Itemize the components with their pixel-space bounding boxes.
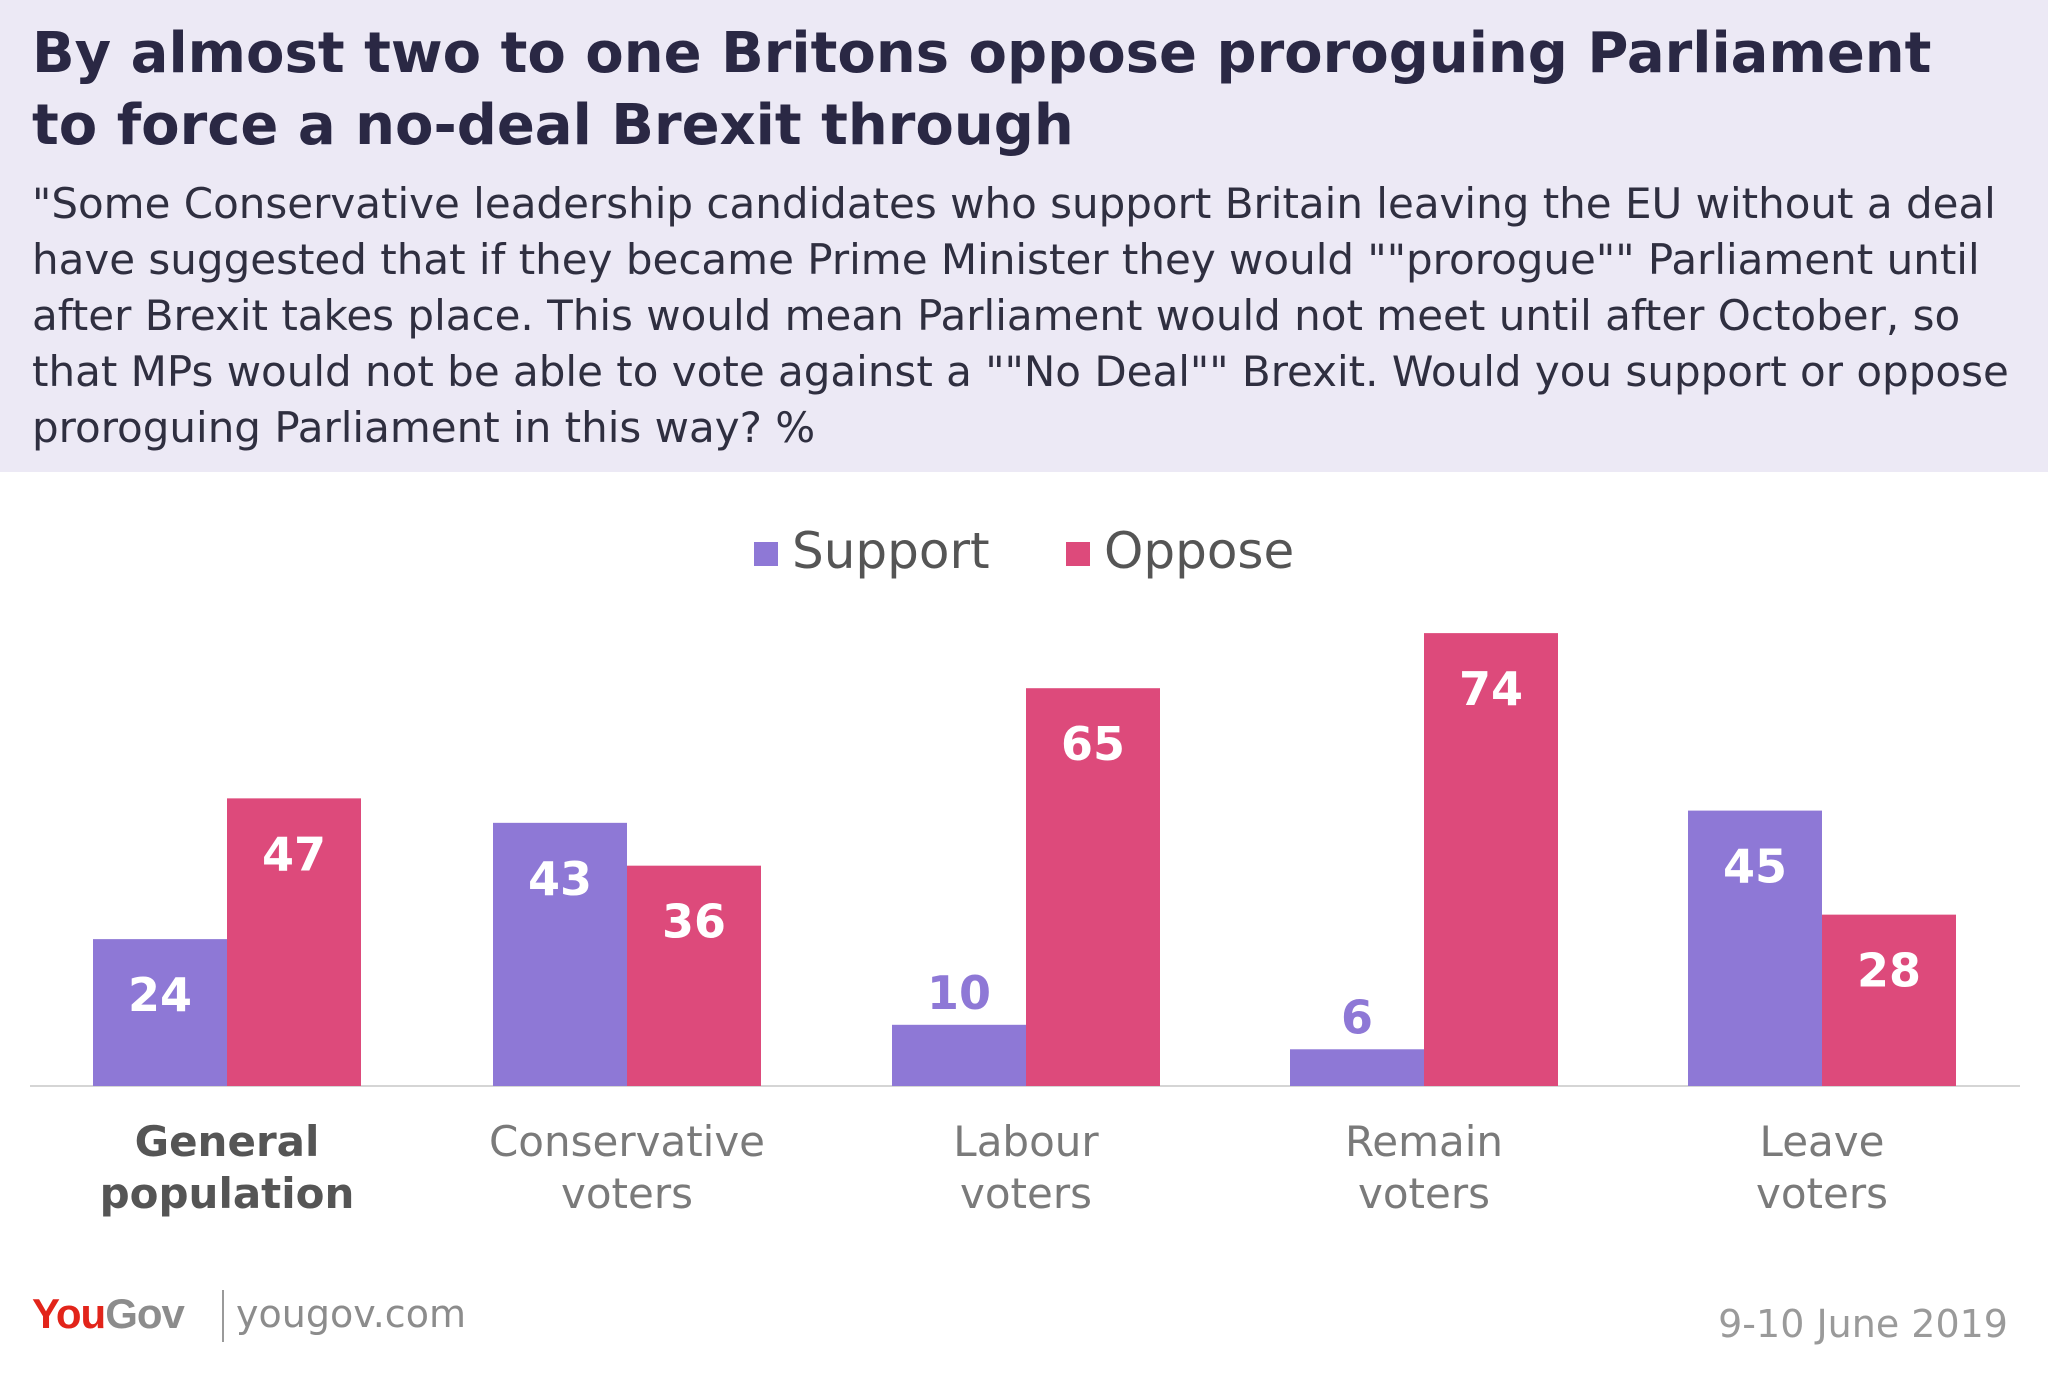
data-label-oppose-5: 28	[1857, 944, 1921, 998]
legend-swatch-support	[754, 542, 778, 566]
data-label-oppose-2: 36	[662, 895, 726, 949]
logo-you-text: You	[32, 1290, 106, 1337]
footer-divider	[222, 1290, 224, 1342]
bar-support-1	[93, 939, 227, 1086]
category-label-5-line1: Leave	[1760, 1117, 1885, 1166]
category-label-2-line1: Conservative	[489, 1117, 765, 1166]
footer-site: yougov.com	[236, 1292, 466, 1336]
legend-label-support: Support	[792, 522, 990, 580]
bar-oppose-1	[227, 798, 361, 1086]
category-label-2-line2: voters	[561, 1169, 693, 1218]
category-label-3-line1: Labour	[953, 1117, 1099, 1166]
category-label-1-line1: General	[135, 1117, 320, 1166]
bar-support-3	[892, 1024, 1026, 1086]
data-label-support-5: 45	[1723, 840, 1787, 894]
category-label-5-line2: voters	[1756, 1169, 1888, 1218]
category-label-3-line2: voters	[960, 1169, 1092, 1218]
header-panel: By almost two to one Britons oppose pror…	[0, 0, 2048, 472]
bar-support-5	[1688, 810, 1822, 1086]
bar-oppose-5	[1822, 914, 1956, 1086]
data-label-oppose-3: 65	[1061, 717, 1125, 771]
category-label-1-line2: population	[100, 1169, 355, 1218]
category-label-4-line1: Remain	[1345, 1117, 1503, 1166]
data-label-support-2: 43	[528, 852, 592, 906]
yougov-logo: YouGov	[32, 1290, 185, 1338]
data-label-support-3: 10	[927, 966, 991, 1020]
footer-date: 9-10 June 2019	[1718, 1302, 2008, 1346]
bar-oppose-3	[1026, 688, 1160, 1086]
bar-oppose-2	[627, 865, 761, 1086]
legend-swatch-oppose	[1066, 542, 1090, 566]
bar-support-4	[1290, 1049, 1424, 1086]
chart-subtitle: "Some Conservative leadership candidates…	[32, 179, 2009, 452]
data-label-oppose-1: 47	[262, 827, 326, 881]
bar-oppose-4	[1424, 633, 1558, 1086]
category-label-4-line2: voters	[1358, 1169, 1490, 1218]
data-label-support-1: 24	[128, 968, 192, 1022]
bar-support-2	[493, 822, 627, 1086]
data-label-oppose-4: 74	[1459, 662, 1523, 716]
logo-gov-text: Gov	[105, 1290, 185, 1337]
data-label-support-4: 6	[1341, 990, 1373, 1044]
legend-label-oppose: Oppose	[1104, 522, 1294, 580]
chart-title: By almost two to one Britons oppose pror…	[32, 21, 1932, 158]
